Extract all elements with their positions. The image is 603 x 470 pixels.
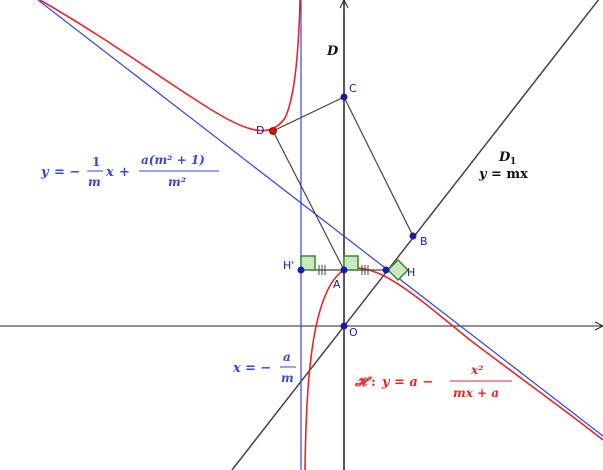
d1-label: D 1 y = mx: [478, 150, 528, 182]
segment-da: [272, 130, 345, 271]
vertical-asymptote-equation: x = − a m: [232, 350, 296, 385]
label-d: D: [256, 124, 264, 137]
svg-text:= mx: = mx: [491, 167, 528, 182]
svg-text:x: x: [232, 361, 241, 376]
svg-text:m²: m²: [168, 175, 186, 189]
right-angle-marker-h: [386, 258, 410, 282]
point-c: [340, 93, 348, 101]
svg-text:m: m: [281, 371, 294, 385]
label-c: C: [349, 82, 357, 95]
label-a: A: [333, 278, 341, 291]
point-d: [269, 127, 277, 135]
svg-text:mx + a: mx + a: [453, 386, 499, 400]
svg-text:𝓗: 𝓗: [354, 375, 372, 390]
label-h: H: [407, 266, 415, 279]
svg-text:a: a: [283, 350, 291, 364]
svg-text:y: y: [381, 375, 391, 390]
x-axis-arrow: [594, 321, 603, 331]
svg-text:y: y: [40, 165, 50, 180]
hyperbola-equation: 𝓗 : y = a − x² mx + a: [354, 363, 512, 400]
label-b: B: [420, 235, 428, 248]
point-hprime: [297, 266, 305, 274]
svg-text:x²: x²: [470, 363, 483, 377]
svg-text:= a −: = a −: [394, 375, 433, 390]
label-o: O: [349, 326, 358, 339]
svg-text:1: 1: [92, 155, 100, 169]
hyperbola-left-branch: [39, 0, 301, 132]
right-angle-marker-hprime: [300, 255, 316, 271]
svg-text:y: y: [478, 167, 488, 182]
point-b: [409, 232, 417, 240]
svg-text:1: 1: [510, 157, 516, 167]
svg-text:+: +: [119, 165, 130, 180]
right-angle-marker-a: [343, 255, 359, 271]
hyperbola-right-branch: [304, 267, 603, 470]
segment-cb: [343, 96, 414, 237]
axis-d-label: D: [326, 44, 339, 59]
label-hprime: H': [283, 259, 294, 272]
line-d1: [231, 0, 600, 470]
svg-text:= −: = −: [54, 165, 80, 180]
svg-text::: :: [371, 375, 376, 390]
oblique-asymptote-equation: y = − 1 m x + a(m² + 1) m²: [40, 153, 219, 189]
equal-ticks-left: [318, 265, 326, 275]
oblique-asymptote: [37, 0, 603, 437]
svg-text:x: x: [105, 165, 114, 180]
svg-text:a(m² + 1): a(m² + 1): [141, 153, 205, 167]
equal-ticks-right: [361, 265, 369, 275]
point-a: [340, 266, 348, 274]
svg-text:m: m: [88, 175, 101, 189]
svg-text:D: D: [498, 150, 511, 165]
point-h: [382, 266, 390, 274]
segment-cd: [272, 96, 345, 132]
y-axis-arrow: [339, 0, 349, 9]
point-o: [340, 322, 348, 330]
svg-text:= −: = −: [245, 361, 271, 376]
